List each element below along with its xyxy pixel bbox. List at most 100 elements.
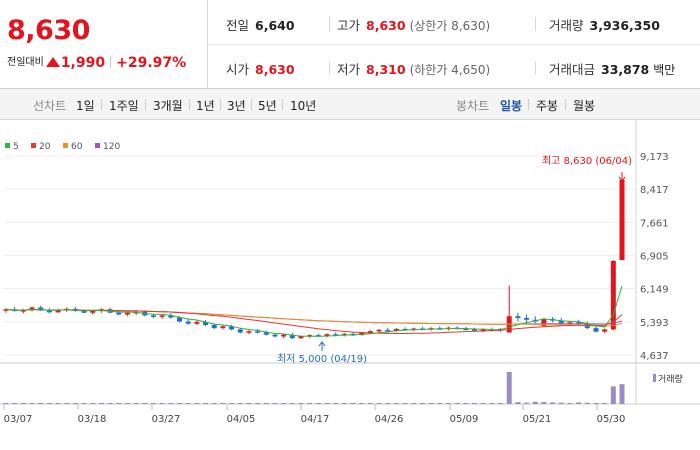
volume-bar xyxy=(289,403,295,404)
period-1d[interactable]: 1일 xyxy=(76,99,95,113)
volume-bar xyxy=(480,403,486,404)
volume-bar xyxy=(489,403,495,404)
low-annotation: 최저 5,000 (04/19) xyxy=(277,353,367,365)
candle-body xyxy=(480,329,486,331)
volume-bar xyxy=(593,403,599,404)
volume-bar xyxy=(81,403,87,404)
candle-body xyxy=(489,329,495,331)
period-1w[interactable]: 1주일 xyxy=(109,99,139,113)
volume-bar xyxy=(90,403,96,404)
volume-bar xyxy=(463,403,469,404)
y-tick-label: 8,417 xyxy=(640,185,669,196)
volume-bar xyxy=(246,403,252,404)
change-row: 전일대비 1,990 +29.97% xyxy=(7,53,186,71)
volume-bar xyxy=(98,403,104,404)
candle-body xyxy=(38,307,44,311)
candle-body xyxy=(29,307,35,311)
prev-close: 전일 6,640 xyxy=(226,15,295,34)
candle-body xyxy=(185,321,191,324)
open-price: 시가 8,630 xyxy=(226,59,295,78)
volume-bar xyxy=(307,403,313,404)
volume-bar xyxy=(602,403,608,404)
upper-limit: (상한가 8,630) xyxy=(409,19,491,33)
candle-body xyxy=(298,336,304,339)
volume-bar xyxy=(550,402,556,404)
volume-bar xyxy=(133,403,139,404)
low-label: 저가 xyxy=(337,62,361,77)
volume-bar xyxy=(64,403,70,404)
amount-unit: 백만 xyxy=(653,63,676,77)
current-price: 8,630 xyxy=(7,15,90,46)
candle-body xyxy=(177,317,183,322)
volume-bar xyxy=(3,403,9,404)
low-arrow-head xyxy=(318,341,326,347)
candle-monthly[interactable]: 월봉 xyxy=(573,99,596,113)
volume-bar xyxy=(541,402,547,404)
volume-bar xyxy=(203,403,209,404)
volume-bar xyxy=(402,403,408,404)
candle-body xyxy=(20,310,26,312)
volume-bar xyxy=(445,403,451,404)
period-3y[interactable]: 3년 xyxy=(227,99,246,113)
candle-weekly[interactable]: 주봉 xyxy=(536,99,559,113)
volume-bar xyxy=(515,402,521,404)
candle-body xyxy=(541,318,547,326)
candle-body xyxy=(289,334,295,339)
volume-bar xyxy=(506,372,512,404)
trade-amount: 거래대금 33,878 백만 xyxy=(549,59,675,78)
volume-label: 거래량 xyxy=(549,18,584,33)
row-divider xyxy=(208,44,700,45)
candle-body xyxy=(81,310,87,313)
candle-body xyxy=(272,334,278,337)
volume-bar xyxy=(315,403,321,404)
prev-close-value: 6,640 xyxy=(255,18,295,33)
legend-swatch xyxy=(31,143,36,148)
candle-body xyxy=(116,312,122,315)
divider xyxy=(565,99,566,110)
x-tick-label: 05/09 xyxy=(450,414,479,425)
candle-body xyxy=(324,334,330,337)
candle-body xyxy=(602,329,608,332)
divider xyxy=(110,56,112,68)
volume-bar xyxy=(333,403,339,404)
candle-body xyxy=(55,309,61,313)
candle-body xyxy=(281,334,287,337)
candle-body xyxy=(203,321,209,326)
candle-body xyxy=(558,320,564,324)
volume-bar xyxy=(472,403,478,404)
volume-bar xyxy=(341,403,347,404)
volume-legend-swatch xyxy=(653,374,656,382)
candle-body xyxy=(124,312,130,315)
legend-label: 60 xyxy=(71,142,83,152)
candle-body xyxy=(524,318,530,320)
volume-bar xyxy=(498,403,504,404)
ma20-line xyxy=(5,308,623,334)
divider xyxy=(282,99,283,110)
change-rate: +29.97% xyxy=(116,55,187,71)
candle-body xyxy=(333,334,339,336)
period-10y[interactable]: 10년 xyxy=(290,99,317,113)
candle-daily[interactable]: 일봉 xyxy=(500,99,523,113)
divider xyxy=(535,17,536,31)
volume-bar xyxy=(168,403,174,404)
volume-bar xyxy=(619,384,625,404)
period-5y[interactable]: 5년 xyxy=(258,99,277,113)
candle-body xyxy=(619,179,625,261)
volume-bar xyxy=(116,403,122,404)
candle-body xyxy=(393,328,399,331)
candle-body xyxy=(610,260,616,330)
candle-body xyxy=(211,325,217,329)
divider xyxy=(528,99,529,110)
legend-label: 5 xyxy=(13,142,19,152)
candle-body xyxy=(576,322,582,324)
period-1y[interactable]: 1년 xyxy=(196,99,215,113)
candle-body xyxy=(385,329,391,332)
lower-limit: (하한가 4,650) xyxy=(409,63,491,77)
period-3m[interactable]: 3개월 xyxy=(153,99,183,113)
candle-body xyxy=(168,315,174,318)
volume-bar xyxy=(55,403,61,404)
volume-bar xyxy=(281,403,287,404)
ma5-line xyxy=(5,285,623,337)
volume-bar xyxy=(385,403,391,404)
amount-label: 거래대금 xyxy=(549,62,596,77)
